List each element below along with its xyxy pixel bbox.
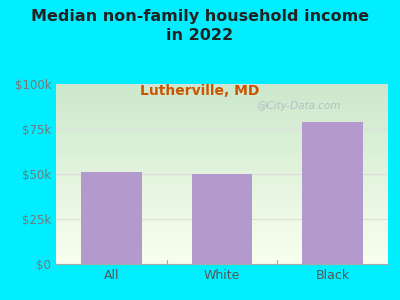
Text: Median non-family household income
in 2022: Median non-family household income in 20… xyxy=(31,9,369,43)
Text: Lutherville, MD: Lutherville, MD xyxy=(140,84,260,98)
Text: @City-Data.com: @City-Data.com xyxy=(256,100,341,111)
Bar xyxy=(192,174,252,264)
Bar xyxy=(302,122,363,264)
Bar xyxy=(81,172,142,264)
